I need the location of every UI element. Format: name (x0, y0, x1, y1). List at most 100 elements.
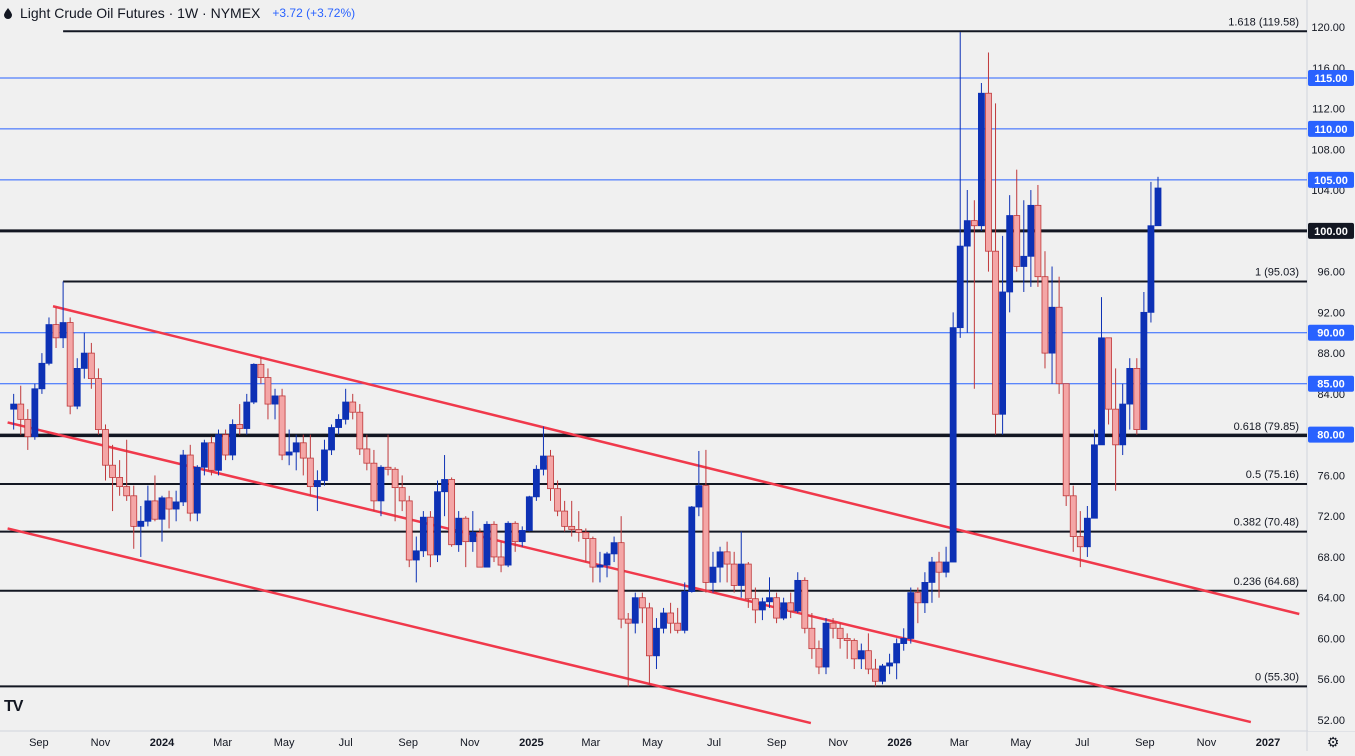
candle-body[interactable] (186, 454, 194, 514)
candle-body[interactable] (1083, 517, 1091, 548)
candle-body[interactable] (483, 523, 491, 568)
candle-body[interactable] (398, 487, 406, 502)
candle-body[interactable] (109, 464, 116, 478)
candle-body[interactable] (328, 427, 335, 451)
channel-line[interactable] (7, 421, 1252, 724)
candle-body[interactable] (568, 525, 576, 530)
candle-body[interactable] (850, 640, 858, 660)
candle-body[interactable] (158, 497, 166, 520)
channel-line[interactable] (7, 527, 812, 725)
candle-body[interactable] (1062, 383, 1070, 497)
candle-body[interactable] (299, 442, 307, 459)
candle-body[interactable] (963, 220, 971, 247)
candle-body[interactable] (532, 468, 540, 498)
candle-body[interactable] (208, 442, 215, 471)
candle-body[interactable] (24, 418, 32, 438)
candle-body[interactable] (787, 602, 795, 612)
candle-body[interactable] (1048, 306, 1056, 354)
candle-body[interactable] (10, 403, 18, 410)
candle-body[interactable] (864, 650, 872, 670)
candle-body[interactable] (1076, 536, 1084, 548)
candle-body[interactable] (709, 566, 717, 583)
candle-body[interactable] (1020, 255, 1028, 267)
level-100-badge[interactable] (1308, 222, 1354, 239)
candle-body[interactable] (370, 462, 378, 502)
candle-body[interactable] (73, 368, 81, 407)
candle-body[interactable] (306, 457, 314, 488)
candle-body[interactable] (999, 291, 1007, 415)
candle-body[interactable] (872, 668, 879, 682)
candle-body[interactable] (660, 612, 667, 629)
candle-body[interactable] (1119, 403, 1127, 446)
candle-body[interactable] (921, 582, 929, 604)
candle-body[interactable] (1013, 215, 1021, 267)
candle-body[interactable] (102, 429, 109, 466)
candle-body[interactable] (978, 92, 985, 227)
candle-body[interactable] (638, 597, 646, 609)
candle-body[interactable] (857, 650, 865, 660)
candle-body[interactable] (589, 538, 597, 568)
candle-body[interactable] (321, 449, 328, 481)
candle-body[interactable] (801, 579, 809, 629)
candle-body[interactable] (285, 451, 293, 456)
candle-body[interactable] (1041, 276, 1049, 354)
candle-body[interactable] (17, 403, 25, 420)
candle-body[interactable] (1147, 225, 1155, 313)
candle-body[interactable] (193, 466, 201, 514)
candle-body[interactable] (681, 591, 689, 631)
candle-body[interactable] (38, 362, 46, 390)
candle-body[interactable] (95, 378, 102, 430)
candle-body[interactable] (363, 448, 371, 464)
candle-body[interactable] (949, 327, 957, 563)
candle-body[interactable] (377, 466, 385, 502)
candle-body[interactable] (843, 638, 851, 641)
candle-body[interactable] (759, 601, 766, 611)
candle-body[interactable] (116, 477, 124, 488)
tradingview-logo[interactable]: TV (4, 698, 23, 715)
candle-body[interactable] (434, 491, 441, 556)
candle-body[interactable] (985, 92, 992, 252)
candle-body[interactable] (349, 401, 357, 413)
candle-body[interactable] (384, 466, 392, 470)
candle-body[interactable] (497, 556, 505, 566)
candle-body[interactable] (992, 250, 999, 415)
candle-body[interactable] (794, 579, 802, 612)
blue-level-badge[interactable] (1308, 120, 1354, 137)
candle-body[interactable] (1006, 215, 1014, 293)
symbol-title[interactable]: Light Crude Oil Futures · 1W · NYMEX (20, 5, 261, 21)
candle-body[interactable] (476, 532, 484, 568)
candle-body[interactable] (907, 592, 915, 639)
candle-body[interactable] (356, 411, 364, 450)
candle-body[interactable] (236, 424, 244, 429)
candle-body[interactable] (179, 454, 187, 503)
candle-body[interactable] (335, 418, 342, 428)
candle-body[interactable] (751, 598, 759, 611)
level-80-badge[interactable] (1308, 426, 1354, 443)
blue-level-badge[interactable] (1308, 171, 1354, 188)
blue-level-badge[interactable] (1308, 375, 1354, 392)
blue-level-badge[interactable] (1308, 324, 1354, 341)
candle-body[interactable] (1133, 368, 1141, 430)
candle-body[interactable] (45, 324, 53, 364)
candle-body[interactable] (1027, 204, 1035, 257)
candle-body[interactable] (412, 550, 420, 561)
candle-body[interactable] (215, 434, 222, 471)
candle-body[interactable] (342, 401, 350, 420)
candle-body[interactable] (900, 638, 908, 644)
candle-body[interactable] (462, 517, 470, 543)
candle-body[interactable] (808, 627, 816, 650)
candle-body[interactable] (575, 529, 583, 533)
candle-body[interactable] (653, 627, 660, 657)
candle-body[interactable] (222, 434, 229, 456)
candle-body[interactable] (264, 377, 272, 405)
candle-body[interactable] (836, 627, 844, 639)
candle-body[interactable] (130, 495, 138, 527)
candle-body[interactable] (822, 622, 830, 668)
candle-body[interactable] (271, 395, 279, 405)
candle-body[interactable] (716, 551, 724, 568)
candle-body[interactable] (1105, 337, 1112, 410)
candle-body[interactable] (1069, 495, 1077, 537)
candle-body[interactable] (59, 322, 67, 339)
